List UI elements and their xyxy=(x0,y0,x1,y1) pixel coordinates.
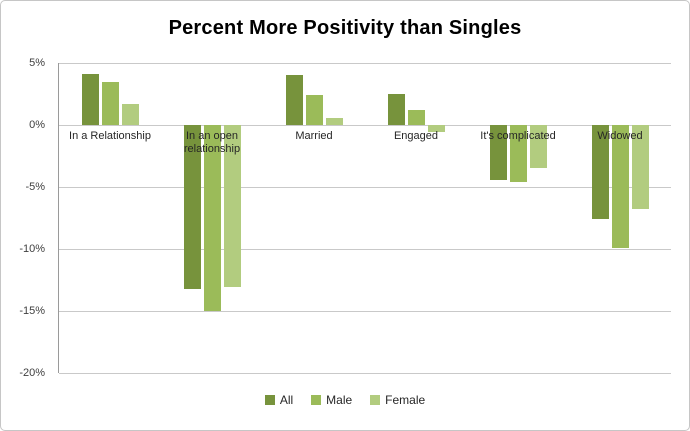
gridline xyxy=(59,249,671,250)
category-label: Engaged xyxy=(393,130,439,142)
legend-swatch-icon xyxy=(370,395,381,405)
y-tick-label: -15% xyxy=(19,305,45,317)
category-label: It's complicated xyxy=(480,130,556,142)
bar-all xyxy=(489,125,507,180)
bar-male xyxy=(509,125,527,183)
y-tick-label: -5% xyxy=(25,181,45,193)
category-label: In a Relationship xyxy=(69,130,151,142)
y-tick-label: 0% xyxy=(29,119,45,131)
y-tick-label: -20% xyxy=(19,367,45,379)
legend-swatch-icon xyxy=(264,395,275,405)
gridline xyxy=(59,125,671,126)
category-group: Married xyxy=(263,63,365,373)
category-group: Engaged xyxy=(365,63,467,373)
legend-swatch-icon xyxy=(311,395,322,405)
y-tick-label: 5% xyxy=(29,57,45,69)
bar-all xyxy=(81,74,99,125)
category-group: Widowed xyxy=(569,63,671,373)
bar-female xyxy=(223,125,241,288)
bar-female xyxy=(325,117,343,125)
plot-area: In a Relationship In an open relationship… xyxy=(58,63,671,374)
bar-all xyxy=(591,125,609,220)
bar-all xyxy=(285,75,303,125)
bar-male xyxy=(407,110,425,125)
bar-all xyxy=(387,94,405,125)
legend-item: All xyxy=(264,393,294,407)
y-axis: 5% 0% -5% -10% -15% -20% xyxy=(1,57,51,379)
legend-item: Female xyxy=(370,393,425,407)
bar-all xyxy=(183,125,201,289)
bar-male xyxy=(203,125,221,311)
legend-label: Male xyxy=(326,393,353,407)
bar-female xyxy=(529,125,547,169)
chart-title: Percent More Positivity than Singles xyxy=(168,17,522,39)
legend-item: Male xyxy=(311,393,352,407)
legend-label: Female xyxy=(385,393,426,407)
category-label: Married xyxy=(295,130,333,142)
category-label: In an open relationship xyxy=(183,130,241,155)
y-tick-label: -10% xyxy=(19,243,45,255)
category-group: In a Relationship xyxy=(59,63,161,373)
bar-female xyxy=(121,103,139,125)
bar-male xyxy=(611,125,629,248)
category-group: It's complicated xyxy=(467,63,569,373)
gridline xyxy=(59,311,671,312)
legend-label: All xyxy=(279,393,294,407)
bar-female xyxy=(427,125,445,133)
gridline xyxy=(59,373,671,374)
gridline xyxy=(59,187,671,188)
bar-male xyxy=(101,81,119,125)
bar-female xyxy=(631,125,649,210)
gridline xyxy=(59,63,671,64)
legend: All Male Female xyxy=(1,393,689,407)
bar-male xyxy=(305,95,323,125)
category-group: In an open relationship xyxy=(161,63,263,373)
category-label: Widowed xyxy=(597,130,643,142)
